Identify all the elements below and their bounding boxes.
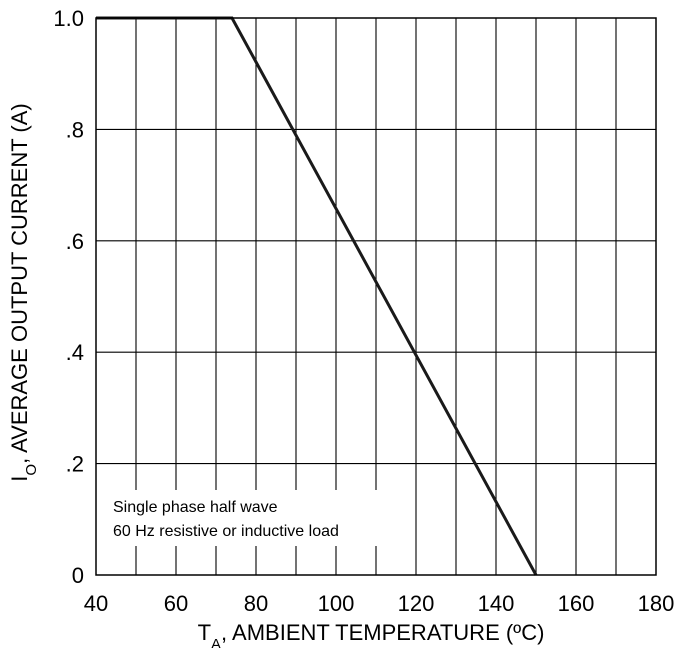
x-tick-label-5: 140: [478, 591, 515, 616]
y-axis-label-rest: , AVERAGE OUTPUT CURRENT (A): [7, 103, 32, 464]
y-tick-label-3: .6: [66, 229, 84, 254]
x-tick-label-1: 60: [164, 591, 188, 616]
annotation-line-1: Single phase half wave: [113, 499, 278, 516]
annotation-background: [107, 490, 407, 546]
x-tick-label-0: 40: [84, 591, 108, 616]
x-tick-label-2: 80: [244, 591, 268, 616]
x-tick-label-7: 180: [638, 591, 675, 616]
x-axis-label-rest: , AMBIENT TEMPERATURE (ºC): [221, 620, 544, 645]
y-tick-label-5: 1.0: [53, 6, 84, 31]
y-tick-label-2: .4: [66, 340, 84, 365]
x-axis-label: TA, AMBIENT TEMPERATURE (ºC): [198, 620, 545, 648]
y-tick-label-0: 0: [72, 563, 84, 588]
y-axis-label-sub: O: [23, 464, 40, 476]
annotation-line-2: 60 Hz resistive or inductive load: [113, 523, 339, 540]
y-tick-label-1: .2: [66, 452, 84, 477]
y-tick-label-4: .8: [66, 117, 84, 142]
x-axis-label-main: T: [198, 620, 211, 645]
x-tick-label-3: 100: [318, 591, 355, 616]
x-tick-label-6: 160: [558, 591, 595, 616]
grid-lines: [96, 18, 656, 575]
annotation-box: Single phase half wave 60 Hz resistive o…: [107, 490, 407, 546]
x-tick-label-4: 120: [398, 591, 435, 616]
y-tick-labels: 0 .2 .4 .6 .8 1.0: [53, 6, 84, 588]
y-axis-label-main: I: [7, 476, 32, 482]
plot-frame: [95, 17, 657, 576]
y-axis-label: IO, AVERAGE OUTPUT CURRENT (A): [7, 103, 40, 481]
x-axis-label-sub: A: [211, 636, 221, 648]
x-tick-labels: 40 60 80 100 120 140 160 180: [84, 591, 675, 616]
